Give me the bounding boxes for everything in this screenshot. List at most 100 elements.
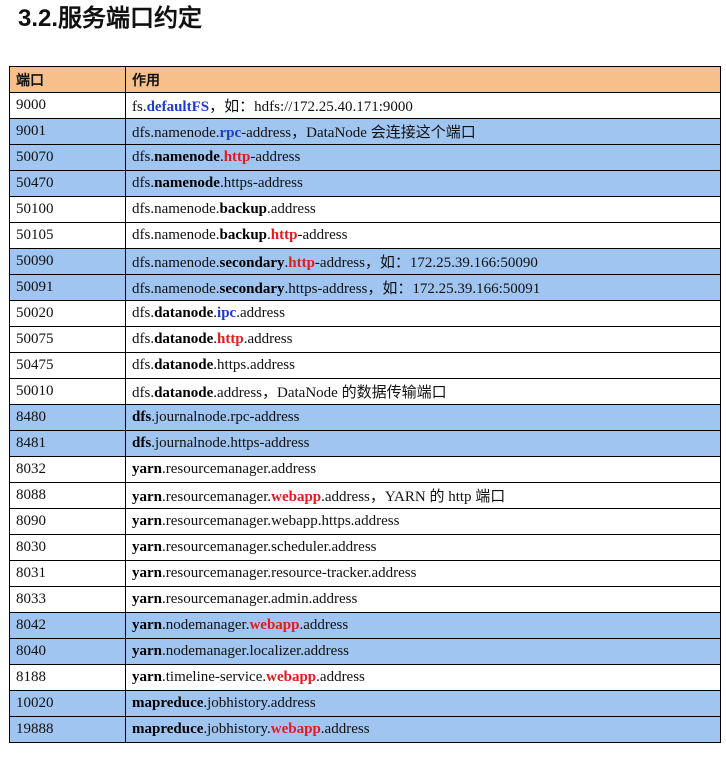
table-row: 10020 mapreduce.jobhistory.address [9, 690, 721, 717]
usage-text: dfs. [132, 331, 155, 347]
usage-text: ，如：hdfs://172.25.40.171:9000 [209, 99, 413, 115]
usage-cell: yarn.resourcemanager.admin.address [125, 586, 721, 613]
usage-text: .journalnode.rpc-address [151, 409, 300, 425]
table-row: 8042 yarn.nodemanager.webapp.address [9, 612, 721, 639]
table-row: 50091 dfs.namenode.secondary.https-addres… [9, 274, 721, 301]
usage-text: .address [236, 305, 285, 321]
emphasis-text: http [270, 227, 298, 243]
emphasis-text: yarn [132, 489, 162, 505]
table-row: 8040 yarn.nodemanager.localizer.address [9, 638, 721, 665]
port-table: 端口 作用 9000 fs.defaultFS，如：hdfs://172.25.4… [9, 66, 721, 743]
usage-text: -address，如：172.25.39.166:50090 [314, 255, 538, 271]
emphasis-text: webapp [266, 669, 317, 685]
port-cell: 50475 [9, 352, 126, 379]
usage-cell: dfs.datanode.https.address [125, 352, 721, 379]
port-cell: 8481 [9, 430, 126, 457]
port-cell: 8031 [9, 560, 126, 587]
emphasis-text: yarn [132, 643, 162, 659]
usage-cell: dfs.journalnode.https-address [125, 430, 721, 457]
table-row: 8030 yarn.resourcemanager.scheduler.addre… [9, 534, 721, 561]
usage-text: dfs. [132, 149, 155, 165]
table-row: 50070 dfs.namenode.http-address [9, 144, 721, 171]
usage-text: .https-address [219, 175, 303, 191]
usage-cell: mapreduce.jobhistory.webapp.address [125, 716, 721, 743]
usage-text: .address [320, 721, 370, 737]
port-cell: 8030 [9, 534, 126, 561]
port-cell: 10020 [9, 690, 126, 717]
emphasis-text: namenode [154, 149, 220, 165]
emphasis-text: http [217, 331, 244, 347]
usage-cell: dfs.namenode.backup.address [125, 196, 721, 223]
usage-cell: dfs.namenode.rpc-address，DataNode 会连接这个端… [125, 118, 721, 145]
emphasis-text: datanode [154, 331, 214, 347]
table-row: 50020 dfs.datanode.ipc.address [9, 300, 721, 327]
usage-text: .address [316, 669, 365, 685]
usage-text: .resourcemanager. [162, 489, 272, 505]
usage-cell: dfs.namenode.secondary.https-address，如：1… [125, 274, 721, 301]
port-cell: 50020 [9, 300, 126, 327]
port-cell: 50105 [9, 222, 126, 249]
emphasis-text: http [223, 149, 251, 165]
section-heading: 3.2.服务端口约定 [18, 5, 203, 32]
emphasis-text: datanode [154, 305, 214, 321]
usage-cell: dfs.namenode.http-address [125, 144, 721, 171]
usage-cell: dfs.journalnode.rpc-address [125, 404, 721, 431]
usage-text: .address，DataNode 的数据传输端口 [213, 385, 447, 401]
usage-text: dfs.namenode. [132, 281, 220, 297]
emphasis-text: webapp [249, 617, 300, 633]
usage-cell: yarn.nodemanager.localizer.address [125, 638, 721, 665]
port-cell: 50090 [9, 248, 126, 275]
emphasis-text: datanode [154, 357, 214, 373]
table-row: 19888 mapreduce.jobhistory.webapp.address [9, 716, 721, 743]
port-cell: 8090 [9, 508, 126, 535]
emphasis-text: yarn [132, 513, 162, 529]
emphasis-text: webapp [271, 489, 322, 505]
emphasis-text: namenode [154, 175, 220, 191]
usage-text: .resourcemanager.admin.address [162, 591, 358, 607]
emphasis-text: backup [219, 227, 268, 243]
table-row: 50100 dfs.namenode.backup.address [9, 196, 721, 223]
usage-text: . [219, 149, 224, 165]
table-row: 50475 dfs.datanode.https.address [9, 352, 721, 379]
usage-text: dfs. [132, 357, 155, 373]
table-row: 50105 dfs.namenode.backup.http-address [9, 222, 721, 249]
usage-text: .resourcemanager.scheduler.address [162, 539, 377, 555]
table-row: 8481 dfs.journalnode.https-address [9, 430, 721, 457]
usage-cell: fs.defaultFS，如：hdfs://172.25.40.171:9000 [125, 92, 721, 119]
emphasis-text: mapreduce [132, 721, 204, 737]
usage-text: .timeline-service. [162, 669, 267, 685]
table-body: 9000 fs.defaultFS，如：hdfs://172.25.40.171:… [9, 92, 721, 743]
usage-text: dfs. [132, 385, 155, 401]
usage-text: .journalnode.https-address [151, 435, 310, 451]
usage-cell: yarn.resourcemanager.address [125, 456, 721, 483]
usage-text: .jobhistory.address [203, 695, 316, 711]
emphasis-text: dfs [132, 409, 152, 425]
table-row: 50075 dfs.datanode.http.address [9, 326, 721, 353]
usage-text: dfs. [132, 305, 155, 321]
port-cell: 50075 [9, 326, 126, 353]
emphasis-text: defaultFS [146, 99, 210, 115]
port-cell: 9000 [9, 92, 126, 119]
table-row: 8031 yarn.resourcemanager.resource-tracke… [9, 560, 721, 587]
column-header-port: 端口 [9, 66, 126, 93]
port-cell: 50010 [9, 378, 126, 405]
emphasis-text: backup [219, 201, 268, 217]
usage-text: dfs.namenode. [132, 201, 220, 217]
emphasis-text: secondary [219, 281, 285, 297]
table-row: 50010 dfs.datanode.address，DataNode 的数据传输… [9, 378, 721, 405]
table-row: 8090 yarn.resourcemanager.webapp.https.ad… [9, 508, 721, 535]
usage-text: -address，DataNode 会连接这个端口 [241, 125, 476, 141]
table-row: 8032 yarn.resourcemanager.address [9, 456, 721, 483]
emphasis-text: ipc [217, 305, 237, 321]
usage-text: .address [299, 617, 349, 633]
usage-cell: yarn.resourcemanager.scheduler.address [125, 534, 721, 561]
port-cell: 8032 [9, 456, 126, 483]
usage-text: .nodemanager. [162, 617, 250, 633]
emphasis-text: yarn [132, 539, 162, 555]
emphasis-text: yarn [132, 617, 162, 633]
port-cell: 8480 [9, 404, 126, 431]
port-cell: 19888 [9, 716, 126, 743]
port-cell: 8040 [9, 638, 126, 665]
usage-text: .resourcemanager.address [162, 461, 317, 477]
emphasis-text: yarn [132, 591, 162, 607]
